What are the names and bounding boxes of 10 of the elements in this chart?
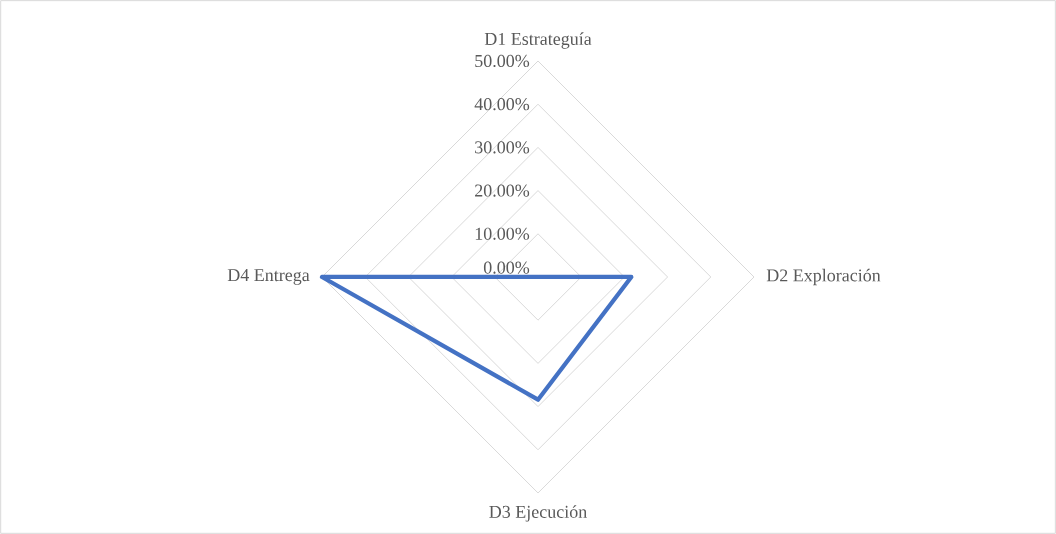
y-tick-label: 20.00% — [475, 184, 530, 197]
y-tick-label: 0.00% — [483, 261, 530, 274]
spoke-label: D4 Entrega — [227, 269, 310, 285]
spoke-label: D3 Ejecución — [489, 505, 587, 522]
y-tick-label: 50.00% — [475, 54, 530, 68]
y-tick-label: 10.00% — [475, 227, 530, 240]
spoke-label: D1 Estrateguía — [484, 32, 592, 49]
y-tick-label: 30.00% — [475, 141, 530, 154]
spoke-label: D2 Exploración — [766, 268, 881, 286]
y-tick-label: 40.00% — [474, 98, 530, 111]
